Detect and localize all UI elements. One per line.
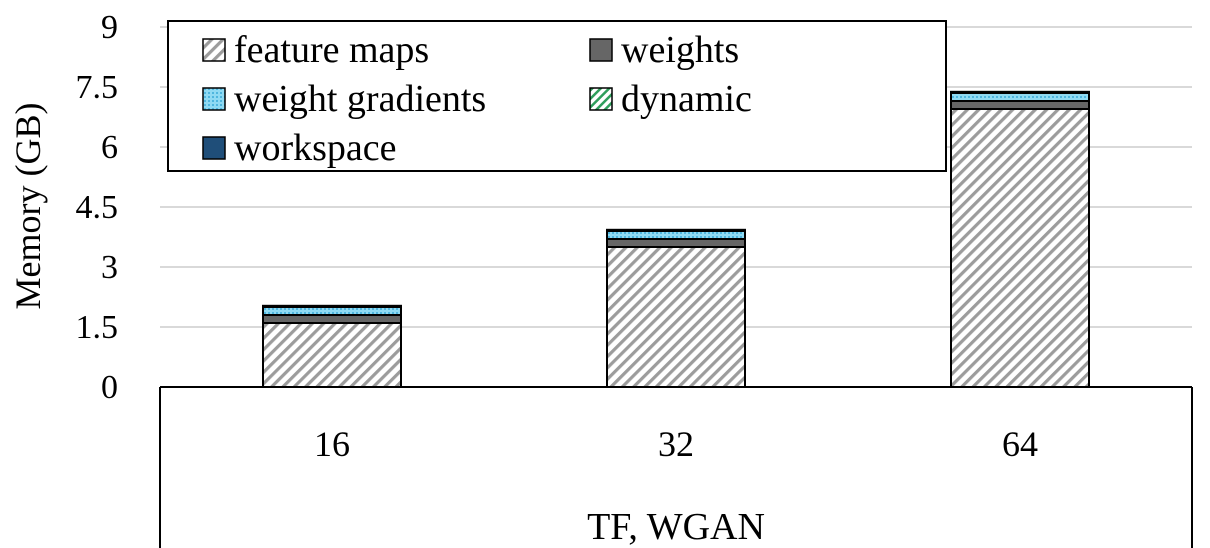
bar-segment-weights-32	[606, 238, 746, 248]
legend-label: weights	[621, 29, 739, 71]
legend-label: workspace	[234, 127, 396, 169]
legend-swatch-workspace	[202, 136, 226, 160]
bar-segment-feature-maps-64	[950, 108, 1090, 388]
y-tick-label: 1.5	[76, 309, 119, 346]
legend-swatch-weight-gradients	[202, 87, 226, 111]
legend: feature maps weights weight gradients dynam…	[167, 20, 947, 172]
y-tick-label: 9	[101, 9, 118, 46]
group-label: TF, WGAN	[587, 506, 765, 548]
y-tick-label: 7.5	[76, 69, 119, 106]
legend-swatch-feature-maps	[202, 38, 226, 62]
legend-label: feature maps	[234, 29, 429, 71]
category-axis-table	[159, 386, 1193, 548]
legend-label: weight gradients	[234, 78, 486, 120]
y-tick-label: 3	[101, 249, 118, 286]
legend-box	[167, 20, 947, 172]
y-axis-label: Memory (GB)	[8, 103, 48, 310]
bars	[262, 90, 1090, 388]
y-tick-label: 4.5	[76, 189, 119, 226]
x-tick-label: 32	[658, 424, 694, 464]
bar-stack-64	[950, 90, 1090, 388]
legend-swatch-dynamic	[589, 87, 613, 111]
legend-swatch-weights	[589, 38, 613, 62]
bar-segment-weights-16	[262, 314, 402, 324]
bar-segment-feature-maps-32	[606, 246, 746, 388]
bar-segment-weight-gradients-16	[262, 306, 402, 316]
y-axis-ticks: 0 1.5 3 4.5 6 7.5 9	[76, 9, 119, 406]
bar-segment-feature-maps-16	[262, 322, 402, 388]
bar-stack-16	[262, 304, 402, 388]
x-tick-label: 64	[1002, 424, 1038, 464]
x-tick-label: 16	[314, 424, 350, 464]
y-tick-label: 0	[101, 369, 118, 406]
bar-segment-weight-gradients-32	[606, 230, 746, 240]
bar-stack-32	[606, 228, 746, 388]
bar-segment-weight-gradients-64	[950, 92, 1090, 102]
y-tick-label: 6	[101, 129, 118, 166]
legend-label: dynamic	[621, 78, 752, 120]
bar-segment-weights-64	[950, 100, 1090, 110]
x-axis-ticks: 16 32 64	[314, 424, 1038, 464]
